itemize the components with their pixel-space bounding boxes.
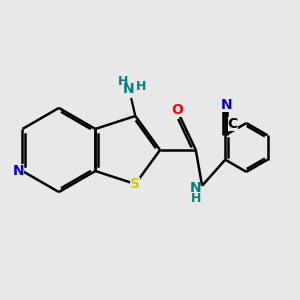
Text: S: S: [130, 177, 140, 191]
Text: N: N: [190, 181, 202, 195]
Text: H: H: [118, 75, 129, 88]
Text: N: N: [123, 82, 135, 96]
Text: C: C: [228, 117, 238, 131]
Text: N: N: [12, 164, 24, 178]
Text: H: H: [136, 80, 146, 93]
Text: N: N: [220, 98, 232, 112]
Text: H: H: [190, 192, 201, 205]
Text: O: O: [171, 103, 183, 117]
